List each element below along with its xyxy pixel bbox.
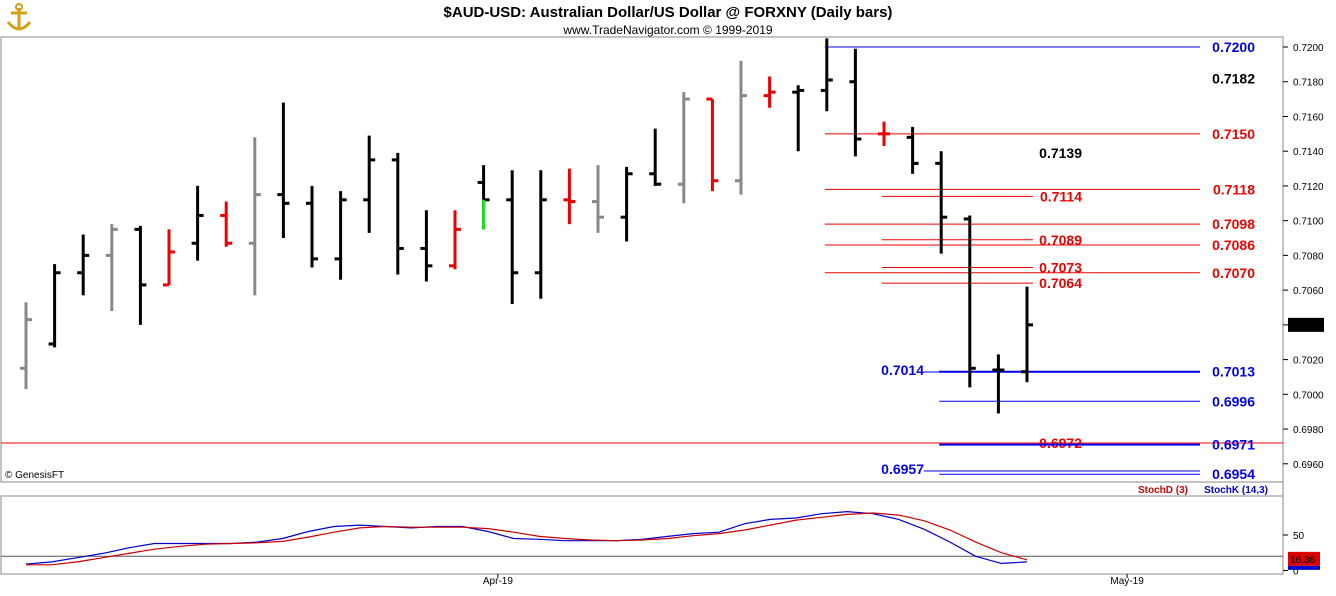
last-price-label: 0.7040 bbox=[1290, 321, 1321, 332]
level-label: 0.7200 bbox=[1212, 39, 1255, 55]
stoch-last-label: 16.36 bbox=[1290, 555, 1315, 566]
level-label: 0.7114 bbox=[1040, 188, 1082, 204]
level-label: 0.7064 bbox=[1039, 275, 1082, 291]
y-tick-label: 0.6980 bbox=[1293, 425, 1324, 436]
stochk-legend: StochK (14,3) bbox=[1204, 485, 1268, 496]
level-label-left: 0.6957 bbox=[881, 461, 924, 477]
stoch-y-tick-label: 0 bbox=[1293, 566, 1299, 577]
x-tick-label: May-19 bbox=[1110, 576, 1144, 587]
level-label: 0.6972 bbox=[1039, 435, 1082, 451]
level-label: 0.7073 bbox=[1039, 260, 1082, 276]
anchor-logo-icon bbox=[4, 3, 34, 33]
y-tick-label: 0.7080 bbox=[1293, 251, 1324, 262]
y-tick-label: 0.7100 bbox=[1293, 217, 1324, 228]
stoch-y-tick-label: 50 bbox=[1293, 531, 1305, 542]
level-label: 0.7150 bbox=[1212, 126, 1255, 142]
level-label: 0.6996 bbox=[1212, 393, 1255, 409]
stoch-k-marker bbox=[1288, 565, 1320, 570]
y-tick-label: 0.7200 bbox=[1293, 43, 1324, 54]
level-label: 0.7089 bbox=[1039, 232, 1082, 248]
level-label: 0.7139 bbox=[1039, 145, 1082, 161]
last-price-box bbox=[1288, 317, 1324, 332]
level-label: 0.7086 bbox=[1212, 237, 1255, 253]
stochd-line bbox=[26, 512, 1028, 566]
copyright-label: © GenesisFT bbox=[5, 470, 64, 481]
level-label: 0.7118 bbox=[1213, 181, 1255, 197]
level-label: 0.7182 bbox=[1212, 70, 1255, 86]
stoch-last-box bbox=[1288, 551, 1320, 566]
level-label: 0.7098 bbox=[1212, 216, 1255, 232]
level-label-left: 0.7014 bbox=[881, 362, 924, 378]
stochd-legend: StochD (3) bbox=[1138, 485, 1188, 496]
y-tick-label: 0.7020 bbox=[1293, 356, 1324, 367]
y-tick-label: 0.7120 bbox=[1293, 182, 1324, 193]
stochk-line bbox=[25, 510, 1028, 565]
stochastic-panel bbox=[0, 495, 1284, 575]
y-tick-label: 0.7140 bbox=[1293, 147, 1324, 158]
price-panel bbox=[0, 36, 1284, 483]
chart-title: $AUD-USD: Australian Dollar/US Dollar @ … bbox=[444, 4, 893, 21]
y-tick-label: 0.7060 bbox=[1293, 286, 1324, 297]
y-tick-label: 0.7180 bbox=[1293, 78, 1324, 89]
level-label: 0.7070 bbox=[1212, 265, 1255, 281]
chart-subtitle: www.TradeNavigator.com © 1999-2019 bbox=[562, 23, 772, 37]
level-label: 0.7013 bbox=[1212, 364, 1255, 380]
level-label: 0.6971 bbox=[1212, 437, 1255, 453]
x-tick-label: Apr-19 bbox=[483, 576, 513, 587]
y-tick-label: 0.7000 bbox=[1293, 390, 1324, 401]
y-tick-label: 0.6960 bbox=[1293, 460, 1324, 471]
y-tick-label: 0.7160 bbox=[1293, 112, 1324, 123]
level-label: 0.6954 bbox=[1212, 466, 1255, 482]
